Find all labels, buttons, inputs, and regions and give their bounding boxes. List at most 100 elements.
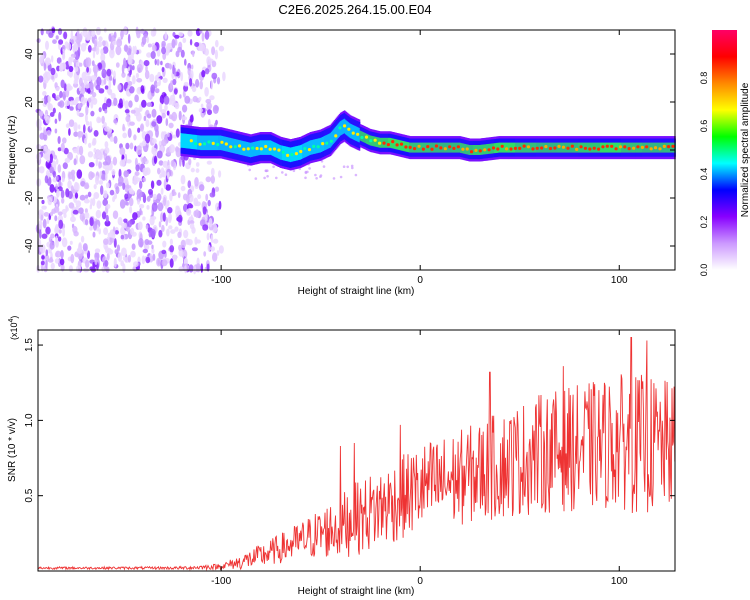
noise-speck [83,183,90,190]
noise-speck [351,166,354,170]
noise-speck [151,108,157,118]
noise-speck [151,121,157,127]
ridge-peak [557,144,561,148]
noise-speck [151,202,158,212]
noise-speck [179,94,182,99]
noise-speck [201,32,205,42]
noise-speck [175,128,180,138]
noise-speck [112,196,116,203]
noise-speck [57,136,61,144]
noise-speck [43,75,49,84]
noise-speck [73,131,79,137]
noise-speck [182,89,186,98]
noise-speck [147,92,151,100]
noise-speck [332,177,336,180]
noise-speck [38,110,44,117]
noise-speck [70,253,75,264]
ridge-peak [369,139,373,143]
noise-speck [57,147,62,152]
noise-speck [140,85,145,93]
noise-speck [304,176,307,180]
noise-speck [70,185,74,193]
noise-speck [114,249,118,255]
ridge-peak [627,147,631,151]
snr-xtick-label: -100 [211,576,231,587]
noise-speck [60,79,65,89]
noise-speck [80,42,87,52]
noise-speck [180,174,186,185]
noise-speck [83,198,90,204]
ridge-peak [605,144,609,148]
noise-speck [46,217,50,225]
ridge-peak [373,138,377,142]
noise-speck [161,40,166,48]
noise-speck [83,124,86,134]
noise-speck [160,212,164,223]
noise-speck [114,230,120,235]
noise-speck [138,29,141,34]
noise-speck [152,253,156,261]
noise-speck [98,107,102,113]
noise-speck [55,250,61,258]
noise-speck [165,46,171,51]
noise-speck [158,160,164,166]
ridge-peak [242,147,246,151]
noise-speck [96,200,102,209]
noise-speck [41,205,47,210]
noise-speck [104,141,109,148]
noise-speck [147,43,152,48]
ridge-peak [351,131,355,135]
noise-speck [184,58,187,66]
noise-speck [304,170,308,174]
noise-speck [162,212,166,222]
noise-speck [88,162,95,168]
noise-speck [165,184,171,191]
noise-speck [161,259,168,267]
noise-speck [106,98,112,108]
noise-speck [111,169,116,176]
colorbar: 0.0 0.2 0.4 0.6 0.8 Normalized spectral ampl… [699,30,750,276]
noise-speck [61,177,65,183]
noise-speck [113,97,118,107]
noise-speck [339,175,343,179]
noise-speck [97,117,102,123]
ridge-peak [570,144,574,148]
ridge-peak [500,144,504,148]
ridge-peak [531,147,535,151]
noise-speck [55,175,59,181]
noise-speck [178,32,184,37]
noise-speck [154,74,159,82]
ridge-peak [662,144,666,148]
noise-speck [79,62,83,67]
noise-speck [57,211,63,216]
ridge-peak [216,142,220,147]
noise-speck [118,168,122,179]
noise-speck [118,175,124,185]
noise-speck [161,170,167,178]
ridge-peak [588,147,592,151]
noise-speck [66,42,72,51]
ridge-peak [303,147,307,151]
noise-speck [174,102,180,110]
ridge-peak [268,147,272,151]
ridge-peak [321,142,325,146]
noise-speck [73,122,78,132]
noise-speck [152,44,157,52]
snr-xlabel: Height of straight line (km) [298,586,415,597]
noise-speck [214,186,220,192]
noise-speck [141,36,147,45]
noise-speck [192,50,195,58]
noise-speck [194,177,199,187]
noise-speck [62,227,65,237]
noise-speck [63,31,68,40]
noise-speck [132,212,138,221]
noise-speck [119,199,126,209]
noise-speck [109,127,112,134]
noise-speck [164,104,168,111]
noise-speck [263,176,266,180]
noise-speck [181,116,188,121]
noise-speck [102,40,106,47]
noise-speck [150,84,156,94]
ridge-peak [601,145,605,149]
noise-speck [132,180,139,185]
